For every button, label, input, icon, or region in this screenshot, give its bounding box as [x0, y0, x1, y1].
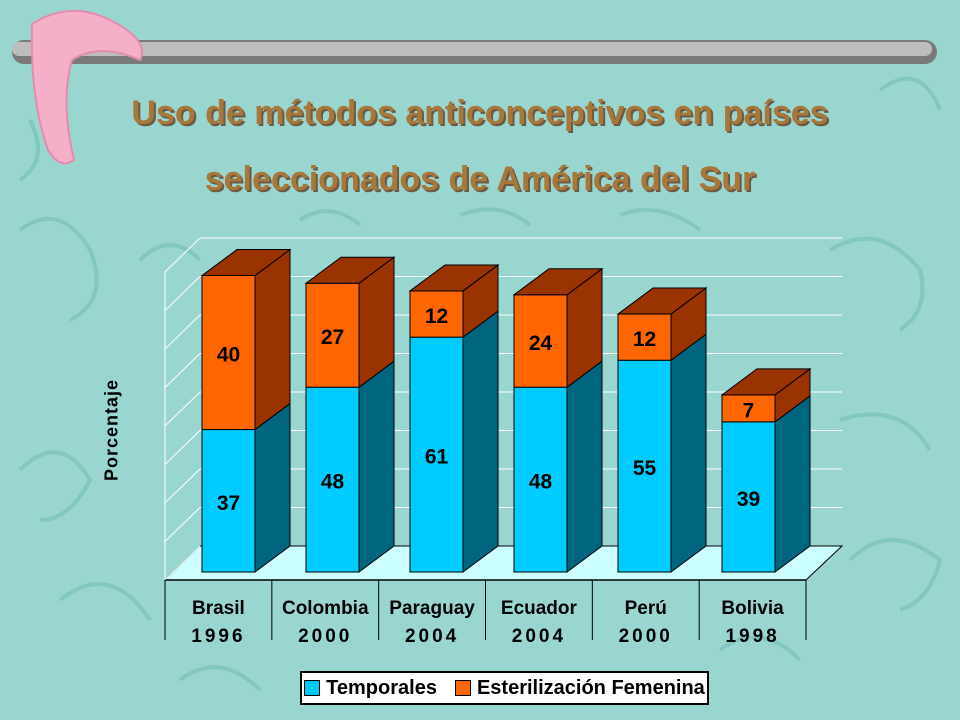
bar-top [616, 287, 708, 315]
data-label-esterilizacion: 7 [743, 399, 755, 422]
wall-diagonal [164, 430, 201, 465]
legend-swatch-temporales [304, 680, 321, 696]
bar-temporales [201, 429, 256, 573]
wall-diagonal [164, 468, 201, 504]
data-label-temporales: 48 [529, 471, 553, 494]
bar-side-temporales [254, 402, 291, 573]
x-tick-label: Brasil [192, 598, 245, 619]
x-tick-label-year: 1996 [191, 626, 245, 647]
x-tick-label: Ecuador [501, 598, 578, 619]
bar-top [512, 268, 604, 296]
x-tick-label-year: 1998 [725, 626, 779, 647]
x-tick-label-year: 2004 [512, 626, 566, 647]
wall-diagonal [164, 507, 201, 542]
x-tick-label-year: 2004 [405, 626, 459, 647]
legend-label-temporales: Temporales [326, 676, 437, 699]
x-tick-label: Perú [625, 598, 667, 619]
x-tick-label: Paraguay [389, 598, 475, 619]
data-label-esterilizacion: 27 [321, 326, 344, 349]
legend-item-esterilizacion: Esterilización Femenina [454, 676, 705, 700]
chart-title-line-2: seleccionados de América del Sur [204, 160, 756, 198]
legend-swatch-esterilizacion [454, 680, 471, 696]
data-label-esterilizacion: 24 [529, 332, 553, 355]
bar-esterilizacion [721, 394, 776, 423]
data-label-temporales: 48 [321, 471, 345, 494]
bar-esterilizacion [305, 282, 360, 388]
legend-label-esterilizacion: Esterilización Femenina [476, 676, 705, 699]
bar-top [720, 368, 812, 396]
bar-temporales [513, 386, 568, 573]
bar-temporales [617, 359, 672, 573]
wall-diagonal [164, 237, 201, 273]
bar-top [304, 256, 396, 284]
legend-item-temporales: Temporales [304, 677, 437, 700]
bar-top [408, 264, 500, 292]
x-tick-label: Colombia [282, 598, 369, 619]
chart-legend: Temporales Esterilización Femenina [300, 671, 709, 705]
data-label-temporales: 37 [217, 492, 240, 515]
bar-esterilizacion [201, 275, 256, 431]
bar-temporales [721, 421, 776, 573]
chart-title-line-1: Uso de métodos anticonceptivos en países [131, 94, 829, 132]
wall-diagonal [164, 545, 201, 581]
bar-top [200, 249, 292, 277]
wall-diagonal [164, 391, 201, 427]
bar-side-temporales [670, 333, 707, 573]
wall-diagonal [164, 276, 201, 311]
data-label-esterilizacion: 12 [633, 328, 656, 351]
data-label-esterilizacion: 40 [217, 344, 240, 367]
bar-esterilizacion [409, 290, 464, 338]
x-tick-label-year: 2000 [298, 626, 352, 647]
decorative-boomerang-pattern [18, 76, 943, 692]
bar-side-temporales [358, 360, 395, 573]
bar-side-temporales [566, 360, 603, 573]
data-label-esterilizacion: 12 [425, 305, 448, 328]
bar-side-esterilizacion [254, 248, 291, 431]
x-tick-label: Bolivia [721, 598, 784, 619]
bar-temporales [305, 386, 360, 573]
y-axis-label: Porcentaje [101, 378, 122, 482]
wall-diagonal [164, 314, 201, 350]
bar-side-temporales [462, 310, 499, 573]
data-label-temporales: 55 [633, 457, 657, 480]
x-tick-label-year: 2000 [619, 626, 673, 647]
bar-esterilizacion [513, 294, 568, 388]
decorative-boomerang [30, 10, 143, 165]
data-label-temporales: 39 [737, 488, 760, 511]
bar-side-temporales [774, 394, 811, 573]
wall-diagonal [164, 353, 201, 388]
bar-temporales [409, 336, 464, 573]
decorative-top-bar [12, 40, 937, 64]
data-label-temporales: 61 [425, 446, 449, 469]
